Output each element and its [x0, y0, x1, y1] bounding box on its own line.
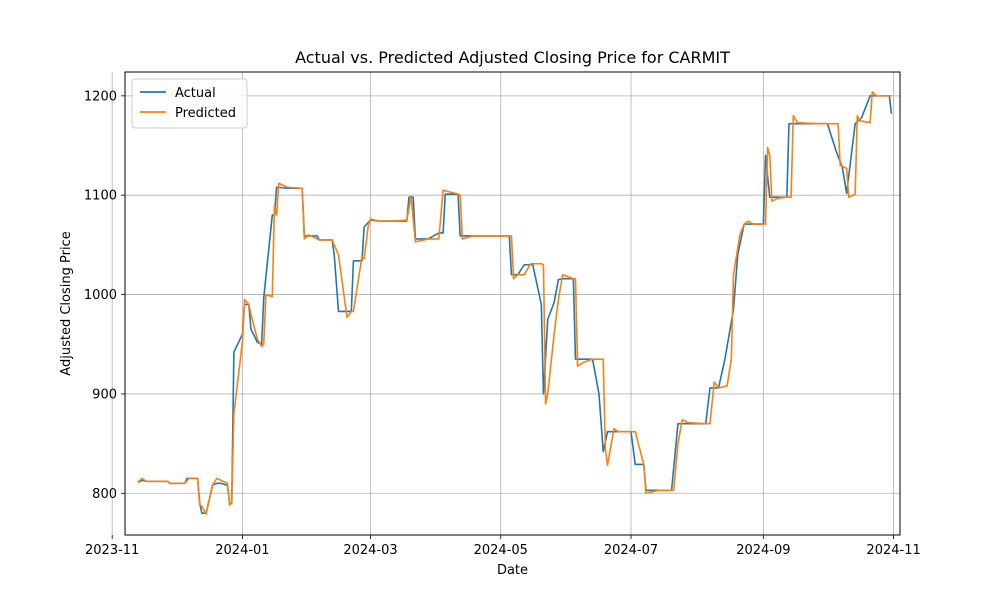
series-line-predicted: [137, 91, 892, 515]
x-tick-label: 2024-11: [866, 543, 920, 558]
legend-label-actual: Actual: [175, 86, 216, 101]
legend: Actual Predicted: [131, 78, 248, 129]
x-tick-label: 2024-05: [474, 543, 528, 558]
x-tick-label: 2024-09: [736, 543, 790, 558]
chart-title: Actual vs. Predicted Adjusted Closing Pr…: [295, 48, 730, 67]
x-tick-label: 2024-01: [215, 543, 269, 558]
x-tick-label: 2024-07: [604, 543, 658, 558]
y-tick-label: 1000: [84, 288, 117, 303]
y-tick-label: 1100: [84, 189, 117, 204]
y-tick-label: 900: [92, 387, 117, 402]
plot-frame: [124, 71, 901, 536]
x-tick-label: 2024-03: [343, 543, 397, 558]
y-axis-label: Adjusted Closing Price: [59, 231, 74, 375]
x-axis-label: Date: [497, 563, 528, 578]
y-tick-label: 1200: [84, 89, 117, 104]
legend-label-predicted: Predicted: [175, 106, 236, 121]
series-layer: [137, 91, 893, 515]
ticks: 2023-11 2024-01 2024-03 2024-05 2024-07 2024-…: [84, 89, 921, 558]
x-tick-label: 2023-11: [85, 543, 139, 558]
y-tick-label: 800: [92, 487, 117, 502]
